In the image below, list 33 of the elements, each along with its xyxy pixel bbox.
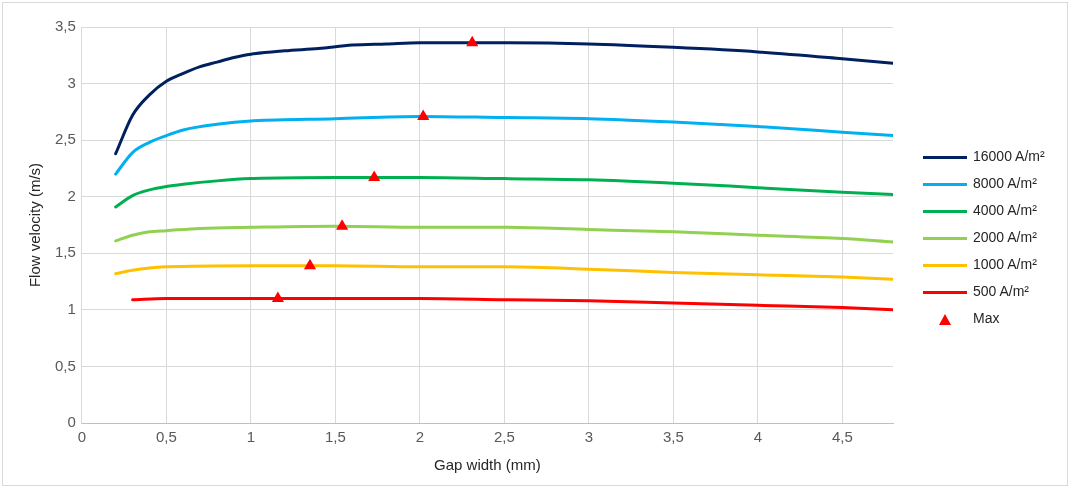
x-tick-label: 2 <box>415 428 424 446</box>
point <box>368 170 381 181</box>
x-tick-label: 3,5 <box>662 428 684 446</box>
x-axis-title: Gap width (mm) <box>434 456 541 474</box>
y-tick-label: 2 <box>67 186 76 204</box>
legend-label: 8000 A/m² <box>973 175 1037 191</box>
point <box>303 258 317 270</box>
y-tick-label: 3,5 <box>54 17 76 35</box>
y-tick-label: 1 <box>67 300 76 317</box>
legend-label: 1000 A/m² <box>973 256 1037 272</box>
y-axis-title: Flow velocity (m/s) <box>26 162 44 288</box>
x-tick-label: 0,5 <box>155 428 177 446</box>
x-tick-label: 4 <box>753 428 762 446</box>
y-tick-label: 2,5 <box>54 130 76 148</box>
legend-label: 2000 A/m² <box>973 229 1037 245</box>
x-tick-label: 1 <box>246 428 256 446</box>
point <box>271 291 284 303</box>
legend-label: 4000 A/m² <box>973 202 1037 218</box>
point <box>336 219 349 230</box>
legend-label: Max <box>973 310 1000 326</box>
x-tick-label: 4,5 <box>831 428 853 446</box>
y-tick-label: 3 <box>67 73 76 91</box>
y-tick-label: 0 <box>67 413 76 431</box>
x-tick-label: 2,5 <box>493 428 515 446</box>
point <box>417 109 430 120</box>
point <box>466 35 479 47</box>
y-tick-label: 0,5 <box>54 356 76 374</box>
line-series <box>114 264 893 281</box>
x-tick-label: 1,5 <box>324 428 346 446</box>
legend-label: 500 A/m² <box>973 283 1030 299</box>
y-tick-label: 1,5 <box>54 243 76 261</box>
x-tick-label: 3 <box>584 428 593 446</box>
legend-label: 16000 A/m² <box>973 148 1045 164</box>
